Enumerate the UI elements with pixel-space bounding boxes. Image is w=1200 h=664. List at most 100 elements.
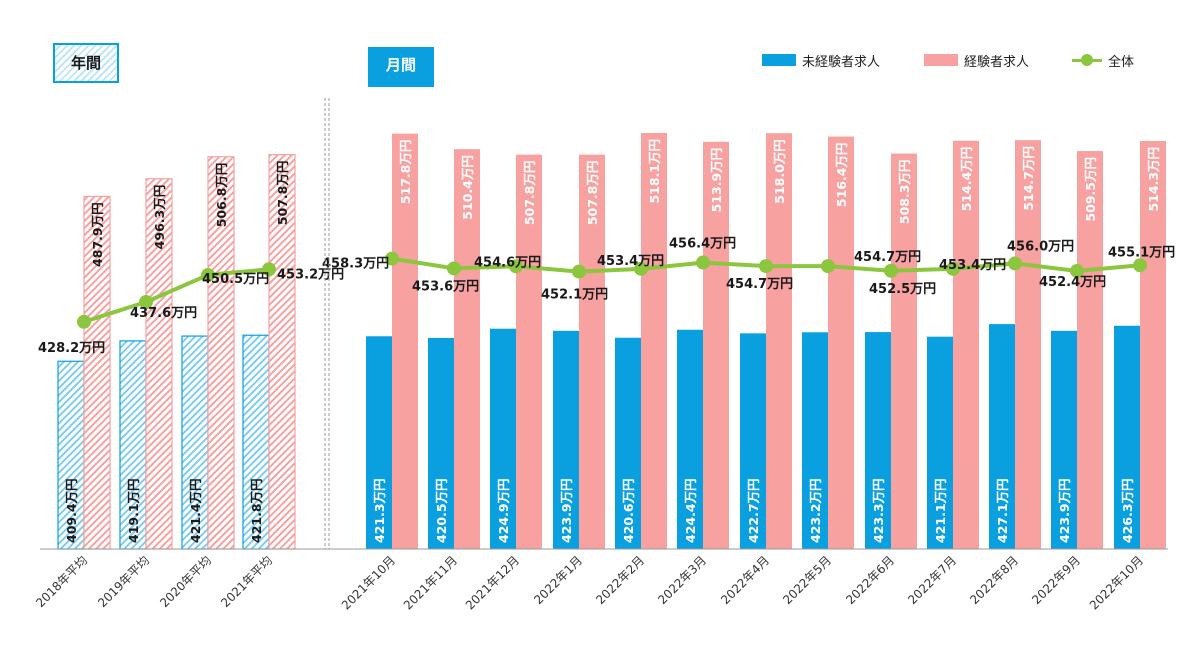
bar-inexperienced [740,333,766,549]
overall-point [385,251,399,266]
x-tick-label: 2021年10月 [339,553,398,612]
data-label-inexperienced: 424.9万円 [496,478,511,543]
legend-label-inexperienced: 未経験者求人 [802,54,881,70]
data-label-overall: 450.5万円 [202,272,269,287]
data-label-inexperienced: 423.9万円 [1057,478,1072,543]
x-tick-label: 2022年1月 [531,553,585,607]
bar-inexperienced [428,337,454,549]
overall-point [572,264,586,279]
bar-experienced [579,154,605,549]
bar-experienced [516,154,542,549]
data-label-experienced: 514.4万円 [959,147,974,212]
overall-point [821,259,835,274]
data-label-inexperienced: 426.3万円 [1120,478,1135,543]
data-label-inexperienced: 423.3万円 [871,478,886,543]
data-label-experienced: 514.3万円 [1146,147,1161,212]
data-label-overall: 458.3万円 [322,257,389,272]
data-label-inexperienced: 423.9万円 [559,478,574,543]
data-label-overall: 453.4万円 [939,258,1006,273]
legend-swatch-inexperienced [762,54,796,66]
overall-point [1070,263,1084,278]
bar-experienced [83,195,111,550]
overall-point [884,263,898,278]
overall-point [759,259,773,274]
x-tick-label: 2022年9月 [1029,553,1083,607]
bar-experienced [1015,140,1041,549]
data-label-inexperienced: 421.8万円 [249,478,264,543]
overall-point [262,262,276,277]
data-label-experienced: 487.9万円 [90,202,105,267]
bar-inexperienced [366,336,392,549]
bar-inexperienced [490,328,516,549]
data-label-experienced: 518.0万円 [772,139,787,204]
data-label-overall: 452.4万円 [1039,275,1106,290]
x-tick-label: 2021年12月 [463,553,522,612]
overall-point [201,267,215,282]
x-tick-label: 2022年3月 [655,553,709,607]
data-label-experienced: 516.4万円 [834,143,849,208]
overall-point [509,259,523,274]
data-label-experienced: 507.8万円 [275,161,290,226]
x-tick-label: 2022年8月 [967,553,1021,607]
x-tick-label: 2018年平均 [33,553,90,610]
bar-experienced [454,149,480,549]
bar-experienced [1140,140,1166,549]
x-tick-label: 2022年2月 [593,553,647,607]
x-tick-label: 2021年平均 [218,553,275,610]
annual-section-tag: 年間 [53,43,119,83]
data-label-experienced: 514.7万円 [1021,146,1036,211]
bar-experienced [145,178,173,550]
overall-point [1008,256,1022,271]
overall-point [946,261,960,276]
bar-inexperienced [677,329,703,549]
data-label-overall: 455.1万円 [1108,245,1175,260]
overall-point [139,295,153,310]
data-label-experienced: 506.8万円 [214,163,229,228]
bar-inexperienced [927,336,953,549]
data-label-overall: 454.6万円 [474,255,541,270]
x-tick-label: 2022年5月 [780,553,834,607]
bar-experienced [1077,151,1103,550]
data-label-overall: 452.1万円 [541,288,608,303]
data-label-overall: 452.5万円 [869,282,936,297]
data-label-overall: 453.2万円 [277,267,344,282]
bar-experienced [891,153,917,549]
bar-experienced [268,154,296,550]
x-tick-label: 2019年平均 [95,553,152,610]
x-tick-label: 2022年10月 [1087,553,1146,612]
legend-label-overall: 全体 [1108,54,1135,70]
data-label-experienced: 508.3万円 [897,160,912,225]
legend-swatch-overall [1072,54,1102,66]
legend-item-inexperienced: 未経験者求人 [762,50,880,70]
data-label-inexperienced: 423.2万円 [808,478,823,543]
bar-experienced [392,133,418,549]
data-label-overall: 454.7万円 [726,277,793,292]
data-label-inexperienced: 421.3万円 [372,478,387,543]
data-label-inexperienced: 409.4万円 [64,478,79,543]
legend-label-experienced: 経験者求人 [964,54,1030,70]
data-label-overall: 453.4万円 [597,254,664,269]
data-label-experienced: 507.8万円 [522,161,537,226]
data-label-inexperienced: 419.1万円 [126,478,141,543]
bar-inexperienced [1114,325,1140,549]
data-label-experienced: 507.8万円 [585,161,600,226]
overall-point [447,261,461,276]
overall-line [83,267,270,324]
legend-swatch-experienced [924,54,958,66]
data-label-experienced: 517.8万円 [398,140,413,205]
bar-inexperienced [989,324,1015,549]
bar-experienced [703,141,729,549]
bar-experienced [766,133,792,549]
overall-point [77,314,91,329]
bar-inexperienced [615,337,641,549]
overall-point [634,261,648,276]
data-label-inexperienced: 424.4万円 [683,478,698,543]
legend-item-experienced: 経験者求人 [924,50,1029,70]
overall-point [1133,258,1147,273]
monthly-section-tag: 月間 [368,47,434,87]
data-label-inexperienced: 427.1万円 [995,478,1010,543]
data-label-experienced: 518.1万円 [647,139,662,204]
data-label-overall: 428.2万円 [38,341,105,356]
data-label-inexperienced: 421.4万円 [188,478,203,543]
